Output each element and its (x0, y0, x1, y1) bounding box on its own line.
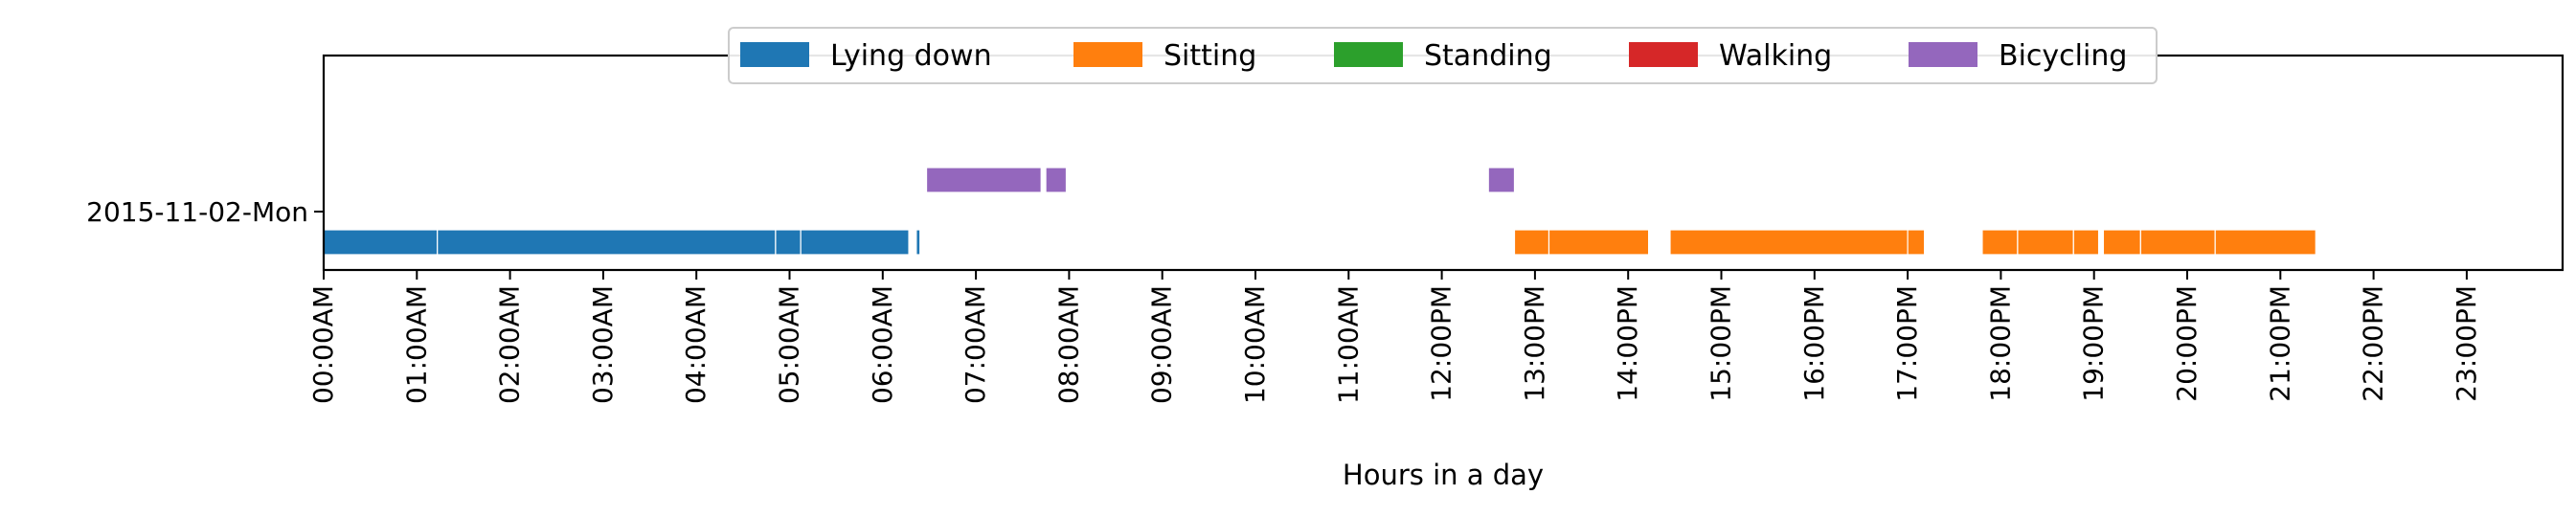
x-tick-label: 23:00PM (2451, 285, 2482, 402)
x-tick-label: 20:00PM (2171, 285, 2203, 402)
x-tick-label: 06:00AM (867, 285, 898, 404)
x-tick-label: 05:00AM (774, 285, 805, 404)
bar-lying-down-0 (323, 229, 439, 256)
x-tick-label: 19:00PM (2078, 285, 2110, 402)
y-axis: 2015-11-02-Mon (86, 196, 324, 228)
bar-sitting-0 (1513, 229, 1550, 256)
bar-sitting-1 (1548, 229, 1650, 256)
bar-sitting-2 (1669, 229, 1909, 256)
bar-sitting-8 (2139, 229, 2216, 256)
bar-bicycling-1 (1045, 167, 1068, 193)
bar-lying-down-2 (775, 229, 802, 256)
bar-sitting-3 (1907, 229, 1926, 256)
x-tick-label: 09:00AM (1146, 285, 1178, 404)
bar-lying-down-3 (800, 229, 910, 256)
x-tick-label: 22:00PM (2358, 285, 2389, 402)
legend-label-sitting: Sitting (1164, 39, 1256, 73)
bar-sitting-5 (2017, 229, 2074, 256)
y-tick-label: 2015-11-02-Mon (86, 196, 308, 228)
x-tick-label: 21:00PM (2264, 285, 2295, 402)
bar-sitting-6 (2072, 229, 2100, 256)
legend-label-standing: Standing (1424, 39, 1552, 73)
x-axis-label: Hours in a day (1343, 459, 1544, 491)
x-tick-label: 01:00AM (400, 285, 432, 404)
legend-label-bicycling: Bicycling (1999, 39, 2127, 73)
bar-sitting-4 (1981, 229, 2019, 256)
x-tick-label: 15:00PM (1706, 285, 1737, 402)
bar-bicycling-0 (925, 167, 1042, 193)
x-tick-label: 02:00AM (494, 285, 526, 404)
legend-swatch-bicycling (1909, 42, 1977, 67)
legend-swatch-sitting (1073, 42, 1142, 67)
x-tick-label: 12:00PM (1426, 285, 1457, 402)
legend-label-lying-down: Lying down (830, 39, 992, 73)
x-tick-label: 03:00AM (587, 285, 619, 404)
x-tick-label: 07:00AM (960, 285, 991, 404)
legend-label-walking: Walking (1719, 39, 1832, 73)
legend-swatch-walking (1629, 42, 1698, 67)
x-tick-label: 17:00PM (1891, 285, 1923, 402)
bar-lying-down-4 (915, 229, 921, 256)
x-tick-label: 04:00AM (680, 285, 712, 404)
x-tick-label: 14:00PM (1612, 285, 1643, 402)
legend-swatch-standing (1334, 42, 1403, 67)
x-tick-label: 00:00AM (307, 285, 339, 404)
x-tick-label: 08:00AM (1052, 285, 1084, 404)
bars-layer (323, 167, 2316, 256)
x-tick-label: 10:00AM (1239, 285, 1271, 404)
legend-swatch-lying-down (740, 42, 809, 67)
x-tick-label: 18:00PM (1984, 285, 2016, 402)
legend-box (728, 27, 2158, 84)
x-axis: 00:00AM 01:00AM 02:00AM 03:00AM 04:00AM 05:00… (307, 270, 2482, 404)
legend: Lying down Sitting Standing Walking Bicyclin… (728, 27, 2158, 84)
bar-sitting-7 (2102, 229, 2141, 256)
x-tick-label: 16:00PM (1798, 285, 1830, 402)
bar-bicycling-2 (1487, 167, 1516, 193)
bar-lying-down-1 (437, 229, 777, 256)
bar-sitting-9 (2214, 229, 2316, 256)
x-tick-label: 13:00PM (1519, 285, 1550, 402)
x-tick-label: 11:00AM (1332, 285, 1364, 404)
